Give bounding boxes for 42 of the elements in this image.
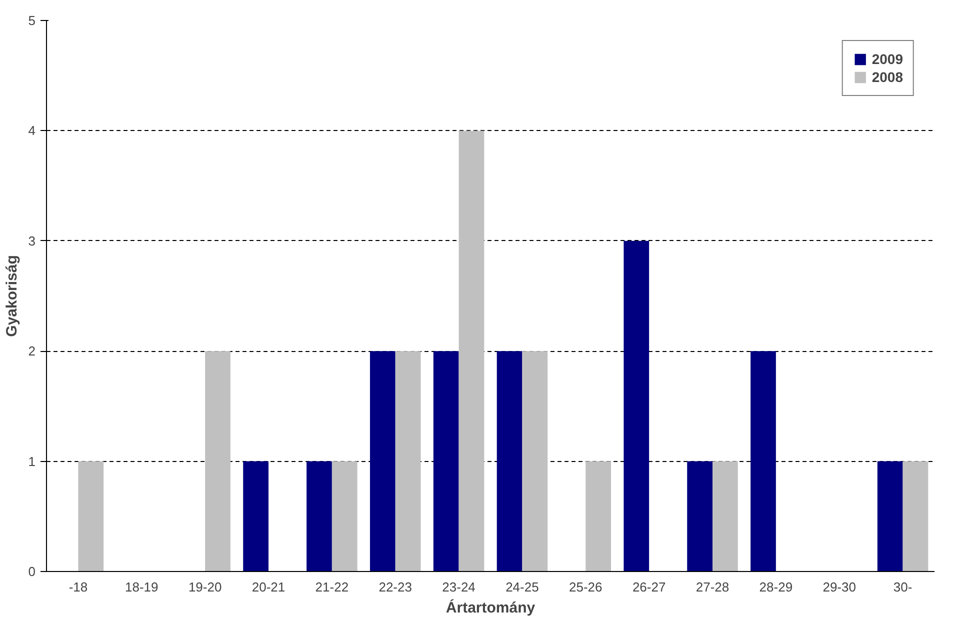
bar — [877, 461, 903, 572]
bar — [902, 461, 928, 572]
bar — [522, 351, 548, 572]
bar — [306, 461, 332, 572]
bar — [712, 461, 738, 572]
x-tick-label: 26-27 — [632, 580, 666, 594]
y-tick-label: 2 — [28, 344, 36, 359]
x-tick-label: 29-30 — [822, 580, 856, 594]
bar — [243, 461, 268, 572]
bar — [687, 461, 712, 572]
y-tick-label: 4 — [28, 123, 36, 138]
y-tick-label: 5 — [28, 13, 36, 28]
x-tick-label: 19-20 — [188, 580, 222, 594]
x-tick-label: 24-25 — [506, 580, 539, 594]
bar — [332, 461, 358, 572]
x-axis-title: Ártartomány — [446, 598, 536, 616]
bar — [205, 351, 230, 572]
bar — [624, 240, 650, 572]
x-tick-label: 22-23 — [378, 580, 412, 594]
legend-label: 2009 — [872, 51, 903, 67]
x-tick-label: 20-21 — [252, 580, 286, 594]
x-tick-label: 23-24 — [442, 580, 476, 594]
bar — [395, 351, 421, 572]
bar — [586, 461, 612, 572]
x-tick-label: 21-22 — [315, 580, 349, 594]
bar — [370, 351, 396, 572]
x-tick-label: 30- — [893, 580, 912, 594]
bar — [496, 351, 522, 572]
y-axis-title: Gyakoriság — [3, 255, 20, 337]
x-tick-label: 25-26 — [569, 580, 602, 594]
bar — [750, 351, 776, 572]
y-tick-label: 3 — [28, 233, 36, 248]
legend-label: 2008 — [872, 69, 903, 85]
x-tick-label: 27-28 — [696, 580, 730, 594]
x-tick-label: 28-29 — [759, 580, 793, 594]
bar — [458, 130, 484, 572]
bar — [433, 351, 459, 572]
x-tick-label: -18 — [68, 580, 88, 594]
y-tick-label: 1 — [28, 454, 36, 469]
y-tick-label: 0 — [28, 564, 36, 579]
bar — [78, 461, 104, 572]
x-tick-label: 18-19 — [125, 580, 158, 594]
